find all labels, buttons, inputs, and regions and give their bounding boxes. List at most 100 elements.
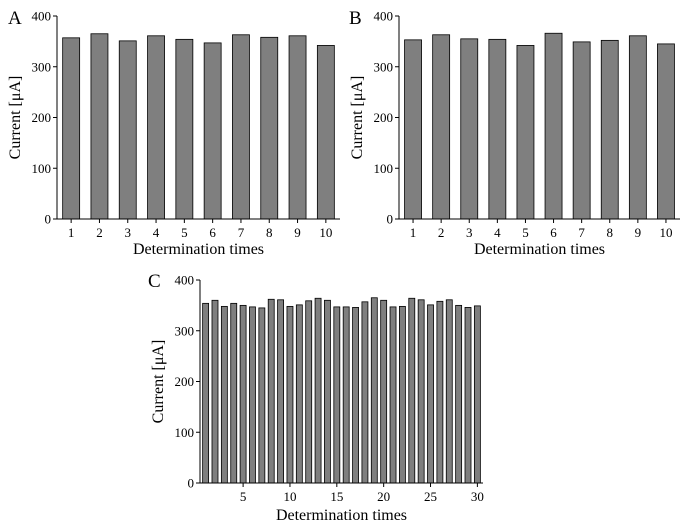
panel-c-bar-21 xyxy=(389,306,397,484)
panel-c-bar-24 xyxy=(417,299,425,484)
panel-c-x-tick-label: 15 xyxy=(330,489,343,504)
panel-c-bar-13 xyxy=(314,297,322,484)
panel-a-x-tick-label: 7 xyxy=(238,225,245,240)
panel-b-bar-4 xyxy=(488,38,507,220)
panel-c-bar-20 xyxy=(380,299,388,484)
panel-a-bar-1 xyxy=(62,37,81,220)
panel-b-y-tick-label: 300 xyxy=(374,59,394,74)
panel-c-bar-28 xyxy=(455,304,463,484)
panel-b-x-tick-label: 6 xyxy=(550,225,557,240)
panel-b-bar-10 xyxy=(657,43,675,220)
panel-c-bar-1 xyxy=(202,302,210,484)
panel-b-bar-3 xyxy=(460,38,479,220)
panel-c-y-tick-label: 400 xyxy=(175,273,195,288)
panel-c-label: C xyxy=(148,271,161,292)
panel-a-x-tick-label: 6 xyxy=(209,225,216,240)
panel-c-bar-23 xyxy=(408,297,416,484)
panel-c-bar-3 xyxy=(220,305,228,484)
panel-a-x-tick-label: 5 xyxy=(181,225,188,240)
panel-a-bar-4 xyxy=(147,35,165,220)
panel-a-x-tick-label: 2 xyxy=(96,225,103,240)
panel-a-x-tick-label: 10 xyxy=(319,225,332,240)
panel-c-y-axis-title: Current [μA] xyxy=(150,340,167,424)
panel-a-x-axis-title: Determination times xyxy=(133,241,264,258)
panel-b-bar-2 xyxy=(432,34,451,220)
panel-b-bar-5 xyxy=(516,45,535,220)
panel-c-y-tick-label: 0 xyxy=(188,476,195,491)
panel-c-bar-16 xyxy=(342,306,350,484)
panel-b-x-tick-label: 4 xyxy=(494,225,501,240)
panel-c-y-tick-label: 300 xyxy=(175,323,195,338)
panel-b-y-tick-label: 0 xyxy=(387,212,394,227)
panel-a-x-tick-label: 4 xyxy=(153,225,160,240)
panel-c-bar-4 xyxy=(230,302,238,484)
panel-b-x-tick-label: 10 xyxy=(659,225,672,240)
panel-a-y-axis-title: Current [μA] xyxy=(7,76,24,160)
panel-b-x-tick-label: 3 xyxy=(466,225,473,240)
panel-b-bar-8 xyxy=(600,39,619,220)
panel-c-x-tick-label: 25 xyxy=(424,489,437,504)
panel-a-y-tick-label: 300 xyxy=(32,59,52,74)
panel-a-bar-3 xyxy=(118,40,137,220)
panel-b-x-axis-title: Determination times xyxy=(474,241,605,258)
panel-a-x-tick-label: 9 xyxy=(294,225,301,240)
panel-c-x-tick-label: 30 xyxy=(471,489,484,504)
panel-c-bar-12 xyxy=(305,300,313,484)
panel-c-bar-27 xyxy=(445,299,453,484)
panel-c-bar-5 xyxy=(239,304,247,484)
panel-c-bar-17 xyxy=(352,307,359,484)
panel-a-bar-5 xyxy=(175,38,194,220)
panel-a-y-tick-label: 0 xyxy=(45,212,52,227)
panel-c-bar-18 xyxy=(361,301,369,484)
panel-b-y-tick-label: 100 xyxy=(374,161,394,176)
panel-a-x-tick-label: 3 xyxy=(125,225,132,240)
panel-b-bar-7 xyxy=(572,41,591,220)
panel-c-bar-10 xyxy=(286,305,294,484)
panel-b-x-tick-label: 7 xyxy=(578,225,585,240)
panel-c-bar-14 xyxy=(324,299,331,484)
panel-a-bar-10 xyxy=(316,45,335,220)
panel-a-bar-9 xyxy=(288,35,307,220)
panel-c-bar-8 xyxy=(267,298,275,484)
panel-b-x-tick-label: 8 xyxy=(607,225,614,240)
panel-b-x-tick-label: 2 xyxy=(438,225,445,240)
panel-a-y-tick-label: 400 xyxy=(32,9,52,24)
panel-a-y-tick-label: 100 xyxy=(32,161,52,176)
panel-a-bar-6 xyxy=(203,42,222,220)
panel-b-bar-1 xyxy=(404,39,422,220)
panel-c-bar-6 xyxy=(249,306,256,484)
panel-a-label: A xyxy=(8,8,22,29)
panel-a-bar-8 xyxy=(260,36,279,220)
panel-c-x-tick-label: 5 xyxy=(240,489,247,504)
panel-c-y-tick-label: 200 xyxy=(175,374,195,389)
panel-c-x-tick-label: 20 xyxy=(377,489,390,504)
panel-c-bar-19 xyxy=(370,297,378,484)
panel-b-label: B xyxy=(349,8,362,29)
panel-b-x-tick-label: 1 xyxy=(410,225,417,240)
panel-c-bar-25 xyxy=(427,304,434,484)
panel-c-bar-2 xyxy=(211,299,219,484)
panel-c-bar-29 xyxy=(464,307,472,484)
panel-c-bar-22 xyxy=(399,305,406,484)
panel-b-y-tick-label: 200 xyxy=(374,110,394,125)
panel-b-x-tick-label: 9 xyxy=(635,225,642,240)
panel-c-bar-7 xyxy=(258,307,266,484)
panel-c-y-tick-label: 100 xyxy=(175,425,195,440)
panel-b-x-tick-label: 5 xyxy=(522,225,529,240)
panel-b-bar-9 xyxy=(628,35,647,220)
panel-c-bar-11 xyxy=(295,304,303,484)
panel-b-bar-6 xyxy=(544,32,563,220)
panel-c-x-axis-title: Determination times xyxy=(276,507,407,524)
panel-c-bar-30 xyxy=(473,305,481,484)
panel-a-x-tick-label: 8 xyxy=(266,225,273,240)
panel-a-bar-2 xyxy=(90,33,109,220)
panel-a-bar-7 xyxy=(232,34,250,220)
panel-a-x-tick-label: 1 xyxy=(68,225,75,240)
panel-c-bar-15 xyxy=(333,306,341,484)
panel-b-y-tick-label: 400 xyxy=(374,9,394,24)
panel-c-bar-9 xyxy=(277,299,284,484)
panel-b-y-axis-title: Current [μA] xyxy=(349,76,366,160)
panel-c-x-tick-label: 10 xyxy=(283,489,296,504)
panel-c-bar-26 xyxy=(436,300,444,484)
